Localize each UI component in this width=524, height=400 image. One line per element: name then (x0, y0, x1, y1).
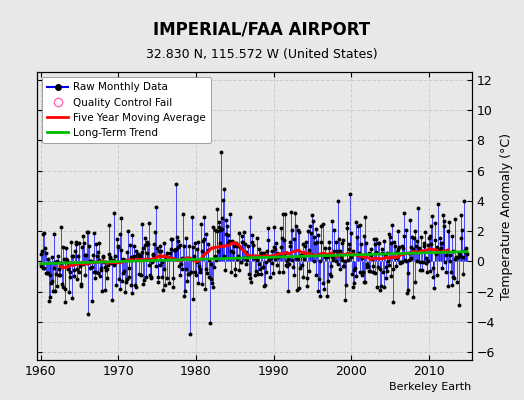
Text: 32.830 N, 115.572 W (United States): 32.830 N, 115.572 W (United States) (146, 48, 378, 61)
Legend: Raw Monthly Data, Quality Control Fail, Five Year Moving Average, Long-Term Tren: Raw Monthly Data, Quality Control Fail, … (42, 77, 211, 143)
Text: IMPERIAL/FAA AIRPORT: IMPERIAL/FAA AIRPORT (154, 20, 370, 38)
Y-axis label: Temperature Anomaly (°C): Temperature Anomaly (°C) (500, 132, 514, 300)
Text: Berkeley Earth: Berkeley Earth (389, 382, 472, 392)
